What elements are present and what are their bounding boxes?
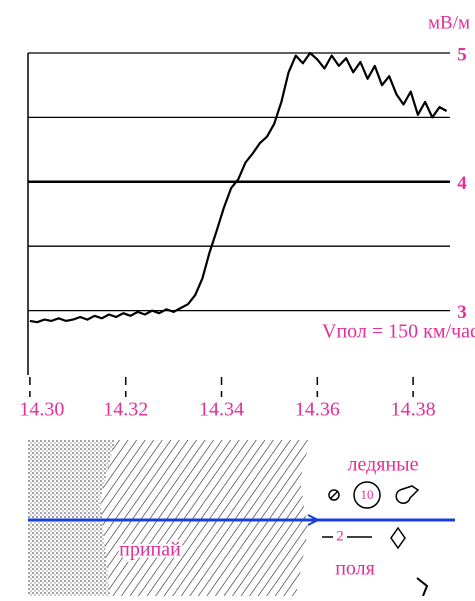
map-label: ледяные — [348, 454, 419, 476]
map-label: 2 — [336, 528, 344, 544]
drift-arrow — [416, 577, 429, 597]
arrow — [307, 514, 321, 526]
x-tick-label: 14.30 — [19, 399, 64, 421]
signal-line — [29, 51, 448, 324]
map-label: припай — [119, 539, 181, 561]
y-axis-label: мВ/м — [428, 12, 470, 33]
x-tick-label: 14.32 — [103, 399, 148, 421]
y-tick-label: 5 — [457, 44, 467, 65]
x-tick-label: 14.34 — [199, 399, 244, 421]
shore — [28, 440, 115, 596]
ice-symbol — [328, 489, 340, 501]
ice-symbol — [390, 526, 406, 550]
ice-symbol — [329, 490, 339, 500]
annotation: Vпол = 150 км/час — [322, 321, 475, 343]
map-label: поля — [335, 558, 375, 580]
plot: 3 4 5 14.30 14.32 14.34 14.36 14.38 — [19, 44, 467, 420]
y-tick-label: 4 — [457, 173, 467, 194]
ice-circle — [353, 481, 381, 509]
x-tick-label: 14.36 — [295, 399, 340, 421]
ice-map: ледяные 10 2 припай поля — [28, 440, 455, 597]
map-label: 10 — [361, 487, 374, 502]
x-tick-label: 14.38 — [391, 399, 436, 421]
y-tick-label: 3 — [457, 302, 467, 323]
ice-symbol — [395, 485, 420, 504]
fast-ice — [100, 440, 310, 596]
